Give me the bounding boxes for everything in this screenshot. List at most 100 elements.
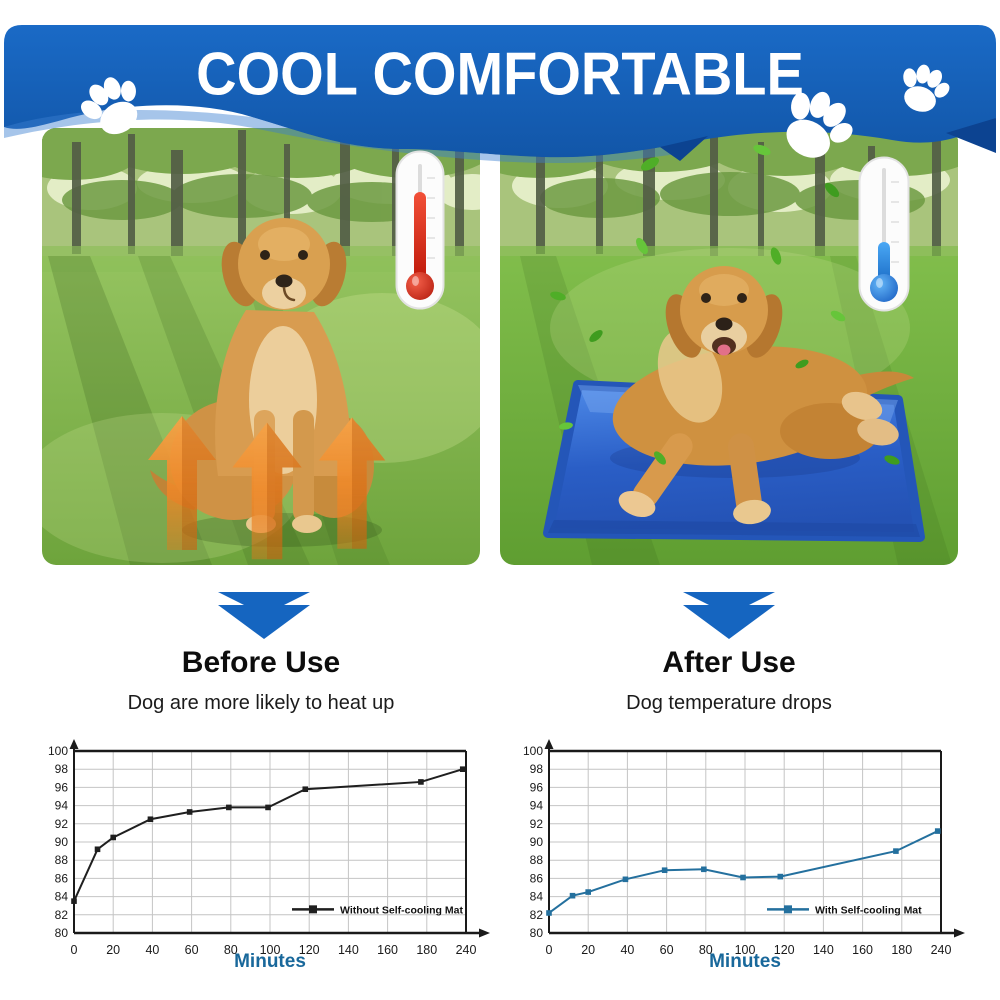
dog-illustration-after	[612, 266, 914, 525]
data-point	[777, 873, 784, 880]
svg-text:140: 140	[338, 943, 359, 957]
banner-wave-highlight	[4, 109, 696, 164]
svg-text:84: 84	[55, 890, 69, 904]
thermometer-cold-icon	[858, 156, 910, 312]
x-axis-label: Minutes	[709, 951, 781, 972]
svg-text:88: 88	[530, 853, 544, 867]
svg-text:0: 0	[71, 943, 78, 957]
svg-text:20: 20	[106, 943, 120, 957]
svg-text:80: 80	[699, 943, 713, 957]
heat-arrow-icon	[148, 416, 386, 560]
svg-text:80: 80	[55, 926, 69, 940]
legend-label: With Self-cooling Mat	[815, 904, 922, 916]
svg-text:160: 160	[377, 943, 398, 957]
svg-text:20: 20	[581, 943, 595, 957]
chart-block-after: 0 20 40 60 80 100 120 140 160 180 240 80 82 84 86 88 90 9…	[505, 737, 970, 989]
data-point	[893, 848, 899, 854]
svg-text:0: 0	[546, 943, 553, 957]
data-point	[226, 804, 232, 811]
data-point	[94, 846, 101, 853]
down-arrow-icon	[683, 592, 775, 639]
before-scene-illustration	[42, 128, 480, 565]
svg-text:160: 160	[852, 943, 873, 957]
data-point	[110, 834, 116, 841]
x-axis-label: Minutes	[234, 951, 306, 972]
data-point	[71, 898, 77, 904]
svg-text:88: 88	[55, 853, 69, 867]
before-use-subtitle: Dog are more likely to heat up	[127, 692, 395, 714]
svg-text:40: 40	[145, 943, 159, 957]
svg-text:240: 240	[456, 943, 477, 957]
data-point	[186, 809, 193, 815]
data-point	[661, 867, 668, 874]
svg-text:98: 98	[530, 762, 544, 776]
data-point	[585, 889, 591, 895]
svg-text:96: 96	[55, 780, 69, 794]
down-arrow-icon	[218, 592, 310, 639]
chart-series	[71, 766, 466, 904]
chart-legend: Without Self-cooling Mat	[292, 904, 463, 916]
temperature-chart-after: 0 20 40 60 80 100 120 140 160 180 240 80 82 84 86 88 90 9…	[523, 739, 965, 957]
data-point	[569, 892, 576, 899]
svg-text:96: 96	[530, 780, 544, 794]
data-point	[302, 786, 309, 793]
banner-ribbon	[4, 25, 996, 174]
svg-text:80: 80	[530, 926, 544, 940]
photo-before-use	[42, 128, 480, 565]
legend-label: Without Self-cooling Mat	[340, 904, 463, 916]
svg-text:90: 90	[530, 835, 544, 849]
svg-text:60: 60	[660, 943, 674, 957]
thermometer-hot-icon	[395, 150, 445, 310]
chart-axes	[69, 739, 490, 938]
banner-shape	[4, 25, 996, 158]
data-point	[265, 804, 271, 811]
svg-text:40: 40	[620, 943, 634, 957]
data-point	[459, 766, 466, 772]
data-point	[701, 866, 707, 873]
svg-text:140: 140	[813, 943, 834, 957]
svg-text:84: 84	[530, 890, 544, 904]
data-point	[740, 874, 746, 881]
temperature-chart-before: 0 20 40 60 80 100 120 140 160 180 240 80 82 84 86 88 90 9…	[48, 739, 490, 957]
chart-axes	[544, 739, 965, 938]
svg-text:90: 90	[55, 835, 69, 849]
data-point	[934, 828, 941, 834]
after-scene-illustration	[500, 128, 958, 565]
data-point	[418, 779, 424, 785]
svg-text:180: 180	[891, 943, 912, 957]
chart-legend: With Self-cooling Mat	[767, 904, 922, 916]
svg-text:120: 120	[299, 943, 320, 957]
svg-text:120: 120	[774, 943, 795, 957]
svg-text:100: 100	[523, 744, 543, 758]
after-use-title: After Use	[662, 646, 796, 679]
svg-text:86: 86	[530, 871, 544, 885]
svg-text:94: 94	[55, 799, 69, 813]
svg-text:100: 100	[260, 943, 281, 957]
svg-text:92: 92	[55, 817, 69, 831]
svg-text:92: 92	[530, 817, 544, 831]
svg-text:98: 98	[55, 762, 69, 776]
chart-block-before: 0 20 40 60 80 100 120 140 160 180 240 80 82 84 86 88 90 9…	[30, 737, 495, 989]
banner-fold	[946, 118, 996, 153]
chart-tick-labels: 0 20 40 60 80 100 120 140 160 180 240 80 82 84 86 88 90 9…	[523, 744, 952, 957]
data-point	[147, 816, 154, 823]
after-use-subtitle: Dog temperature drops	[626, 692, 832, 714]
chart-series	[546, 828, 941, 916]
svg-text:94: 94	[530, 799, 544, 813]
before-use-title: Before Use	[181, 646, 341, 679]
svg-text:82: 82	[530, 908, 544, 922]
svg-text:80: 80	[224, 943, 238, 957]
banner-title: COOL COMFORTABLE	[196, 39, 804, 108]
svg-text:180: 180	[416, 943, 437, 957]
svg-text:100: 100	[735, 943, 756, 957]
banner-fold	[660, 136, 708, 161]
svg-text:240: 240	[931, 943, 952, 957]
chart-grid	[74, 751, 467, 933]
data-point	[622, 876, 629, 883]
svg-text:100: 100	[48, 744, 68, 758]
data-point	[546, 910, 552, 916]
photo-after-use	[500, 128, 958, 565]
chart-tick-labels: 0 20 40 60 80 100 120 140 160 180 240 80 82 84 86 88 90 9…	[48, 744, 477, 957]
svg-text:86: 86	[55, 871, 69, 885]
